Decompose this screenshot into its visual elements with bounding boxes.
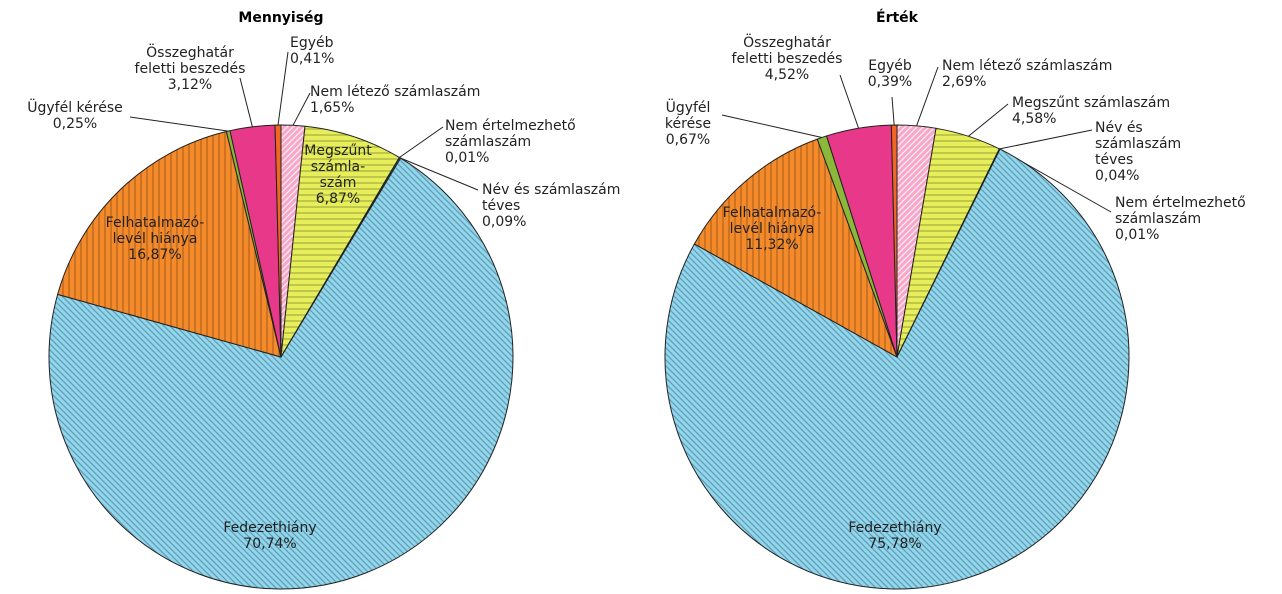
- category-label: Név és számlaszám téves: [1095, 120, 1182, 168]
- pie-slice: [693, 138, 898, 359]
- leader-line: [399, 126, 444, 158]
- leader-line: [999, 129, 1093, 150]
- slice-label: Fedezethiány 70,74%: [223, 520, 316, 552]
- slice-label: Megszűnt számla- szám 6,87%: [304, 143, 371, 207]
- value-label: 1,65%: [310, 100, 355, 116]
- slice-label: Nem értelmezhető számlaszám 0,01%: [445, 118, 576, 166]
- category-label: Név és számlaszám téves: [482, 182, 621, 214]
- slice-label: Összeghatár feletti beszedés 3,12%: [135, 45, 246, 93]
- leader-line: [916, 66, 939, 126]
- category-label: Egyéb: [868, 58, 912, 74]
- category-label: Nem létező számlaszám: [310, 84, 481, 100]
- category-label: Megszűnt számlaszám: [1012, 95, 1171, 111]
- value-label: 0,01%: [1115, 227, 1160, 243]
- leader-line: [839, 74, 860, 129]
- leader-line: [277, 51, 289, 126]
- category-label: Felhatalmazó- levél hiánya: [105, 215, 205, 247]
- category-label: Egyéb: [290, 35, 334, 51]
- category-label: Megszűnt számla- szám: [304, 143, 372, 191]
- category-label: Ügyfél kérése: [664, 100, 712, 132]
- value-label: 16,87%: [128, 247, 182, 263]
- slice-label: Ügyfél kérése 0,67%: [665, 100, 711, 148]
- chart-title: Mennyiség: [238, 10, 324, 26]
- value-label: 0,04%: [1095, 168, 1140, 184]
- category-label: Fedezethiány: [223, 520, 317, 536]
- category-label: Felhatalmazó- levél hiánya: [722, 205, 822, 237]
- leader-line: [721, 114, 823, 138]
- slice-label: Nem létező számlaszám 1,65%: [310, 84, 480, 116]
- leader-line: [891, 96, 895, 126]
- value-label: 75,78%: [868, 536, 922, 552]
- value-label: 0,41%: [290, 51, 335, 67]
- value-label: 70,74%: [243, 536, 297, 552]
- leader-line: [239, 77, 253, 127]
- leader-line: [292, 92, 311, 126]
- category-label: Fedezethiány: [848, 520, 942, 536]
- chart-title: Érték: [876, 10, 918, 26]
- slice-label: Egyéb 0,41%: [290, 35, 334, 67]
- leader-line: [968, 103, 1009, 137]
- value-label: 3,12%: [167, 77, 213, 93]
- value-label: 2,69%: [942, 74, 987, 90]
- value-label: 0,09%: [482, 214, 527, 230]
- slice-label: Ügyfél kérése 0,25%: [27, 100, 123, 132]
- pie-slice: [57, 130, 282, 358]
- category-label: Nem értelmezhető számlaszám: [445, 118, 576, 150]
- value-label: 11,32%: [745, 237, 799, 253]
- slice-label: Felhatalmazó- levél hiánya 16,87%: [106, 215, 205, 263]
- value-label: 6,87%: [315, 191, 361, 207]
- value-label: 4,58%: [1012, 111, 1057, 127]
- slice-label: Fedezethiány 75,78%: [848, 520, 941, 552]
- slice-label: Név és számlaszám téves 0,04%: [1095, 120, 1181, 184]
- value-label: 4,52%: [764, 67, 810, 83]
- category-label: Nem értelmezhető számlaszám: [1115, 195, 1246, 227]
- slice-label: Név és számlaszám téves 0,09%: [482, 182, 620, 230]
- leader-line: [129, 116, 229, 132]
- slice-label: Egyéb 0,39%: [868, 58, 912, 90]
- category-label: Nem létező számlaszám: [942, 58, 1113, 74]
- value-label: 0,39%: [867, 74, 913, 90]
- pie-slice: [274, 124, 282, 358]
- leader-line: [399, 157, 479, 191]
- pie-slice: [48, 157, 514, 590]
- slice-label: Nem értelmezhető számlaszám 0,01%: [1115, 195, 1246, 243]
- pie-slice: [890, 124, 898, 358]
- slice-label: Összeghatár feletti beszedés 4,52%: [732, 35, 843, 83]
- slice-label: Megszűnt számlaszám 4,58%: [1012, 95, 1170, 127]
- pie-slice: [664, 148, 1130, 590]
- slice-label: Felhatalmazó- levél hiánya 11,32%: [723, 205, 822, 253]
- category-label: Összeghatár feletti beszedés: [134, 45, 246, 77]
- category-label: Összeghatár feletti beszedés: [731, 35, 843, 67]
- value-label: 0,01%: [445, 150, 490, 166]
- category-label: Ügyfél kérése: [27, 100, 123, 116]
- value-label: 0,25%: [52, 116, 98, 132]
- slice-label: Nem létező számlaszám 2,69%: [942, 58, 1112, 90]
- value-label: 0,67%: [665, 132, 711, 148]
